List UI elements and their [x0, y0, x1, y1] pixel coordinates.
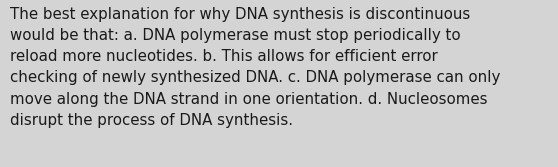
Text: The best explanation for why DNA synthesis is discontinuous
would be that: a. DN: The best explanation for why DNA synthes…	[10, 7, 501, 128]
